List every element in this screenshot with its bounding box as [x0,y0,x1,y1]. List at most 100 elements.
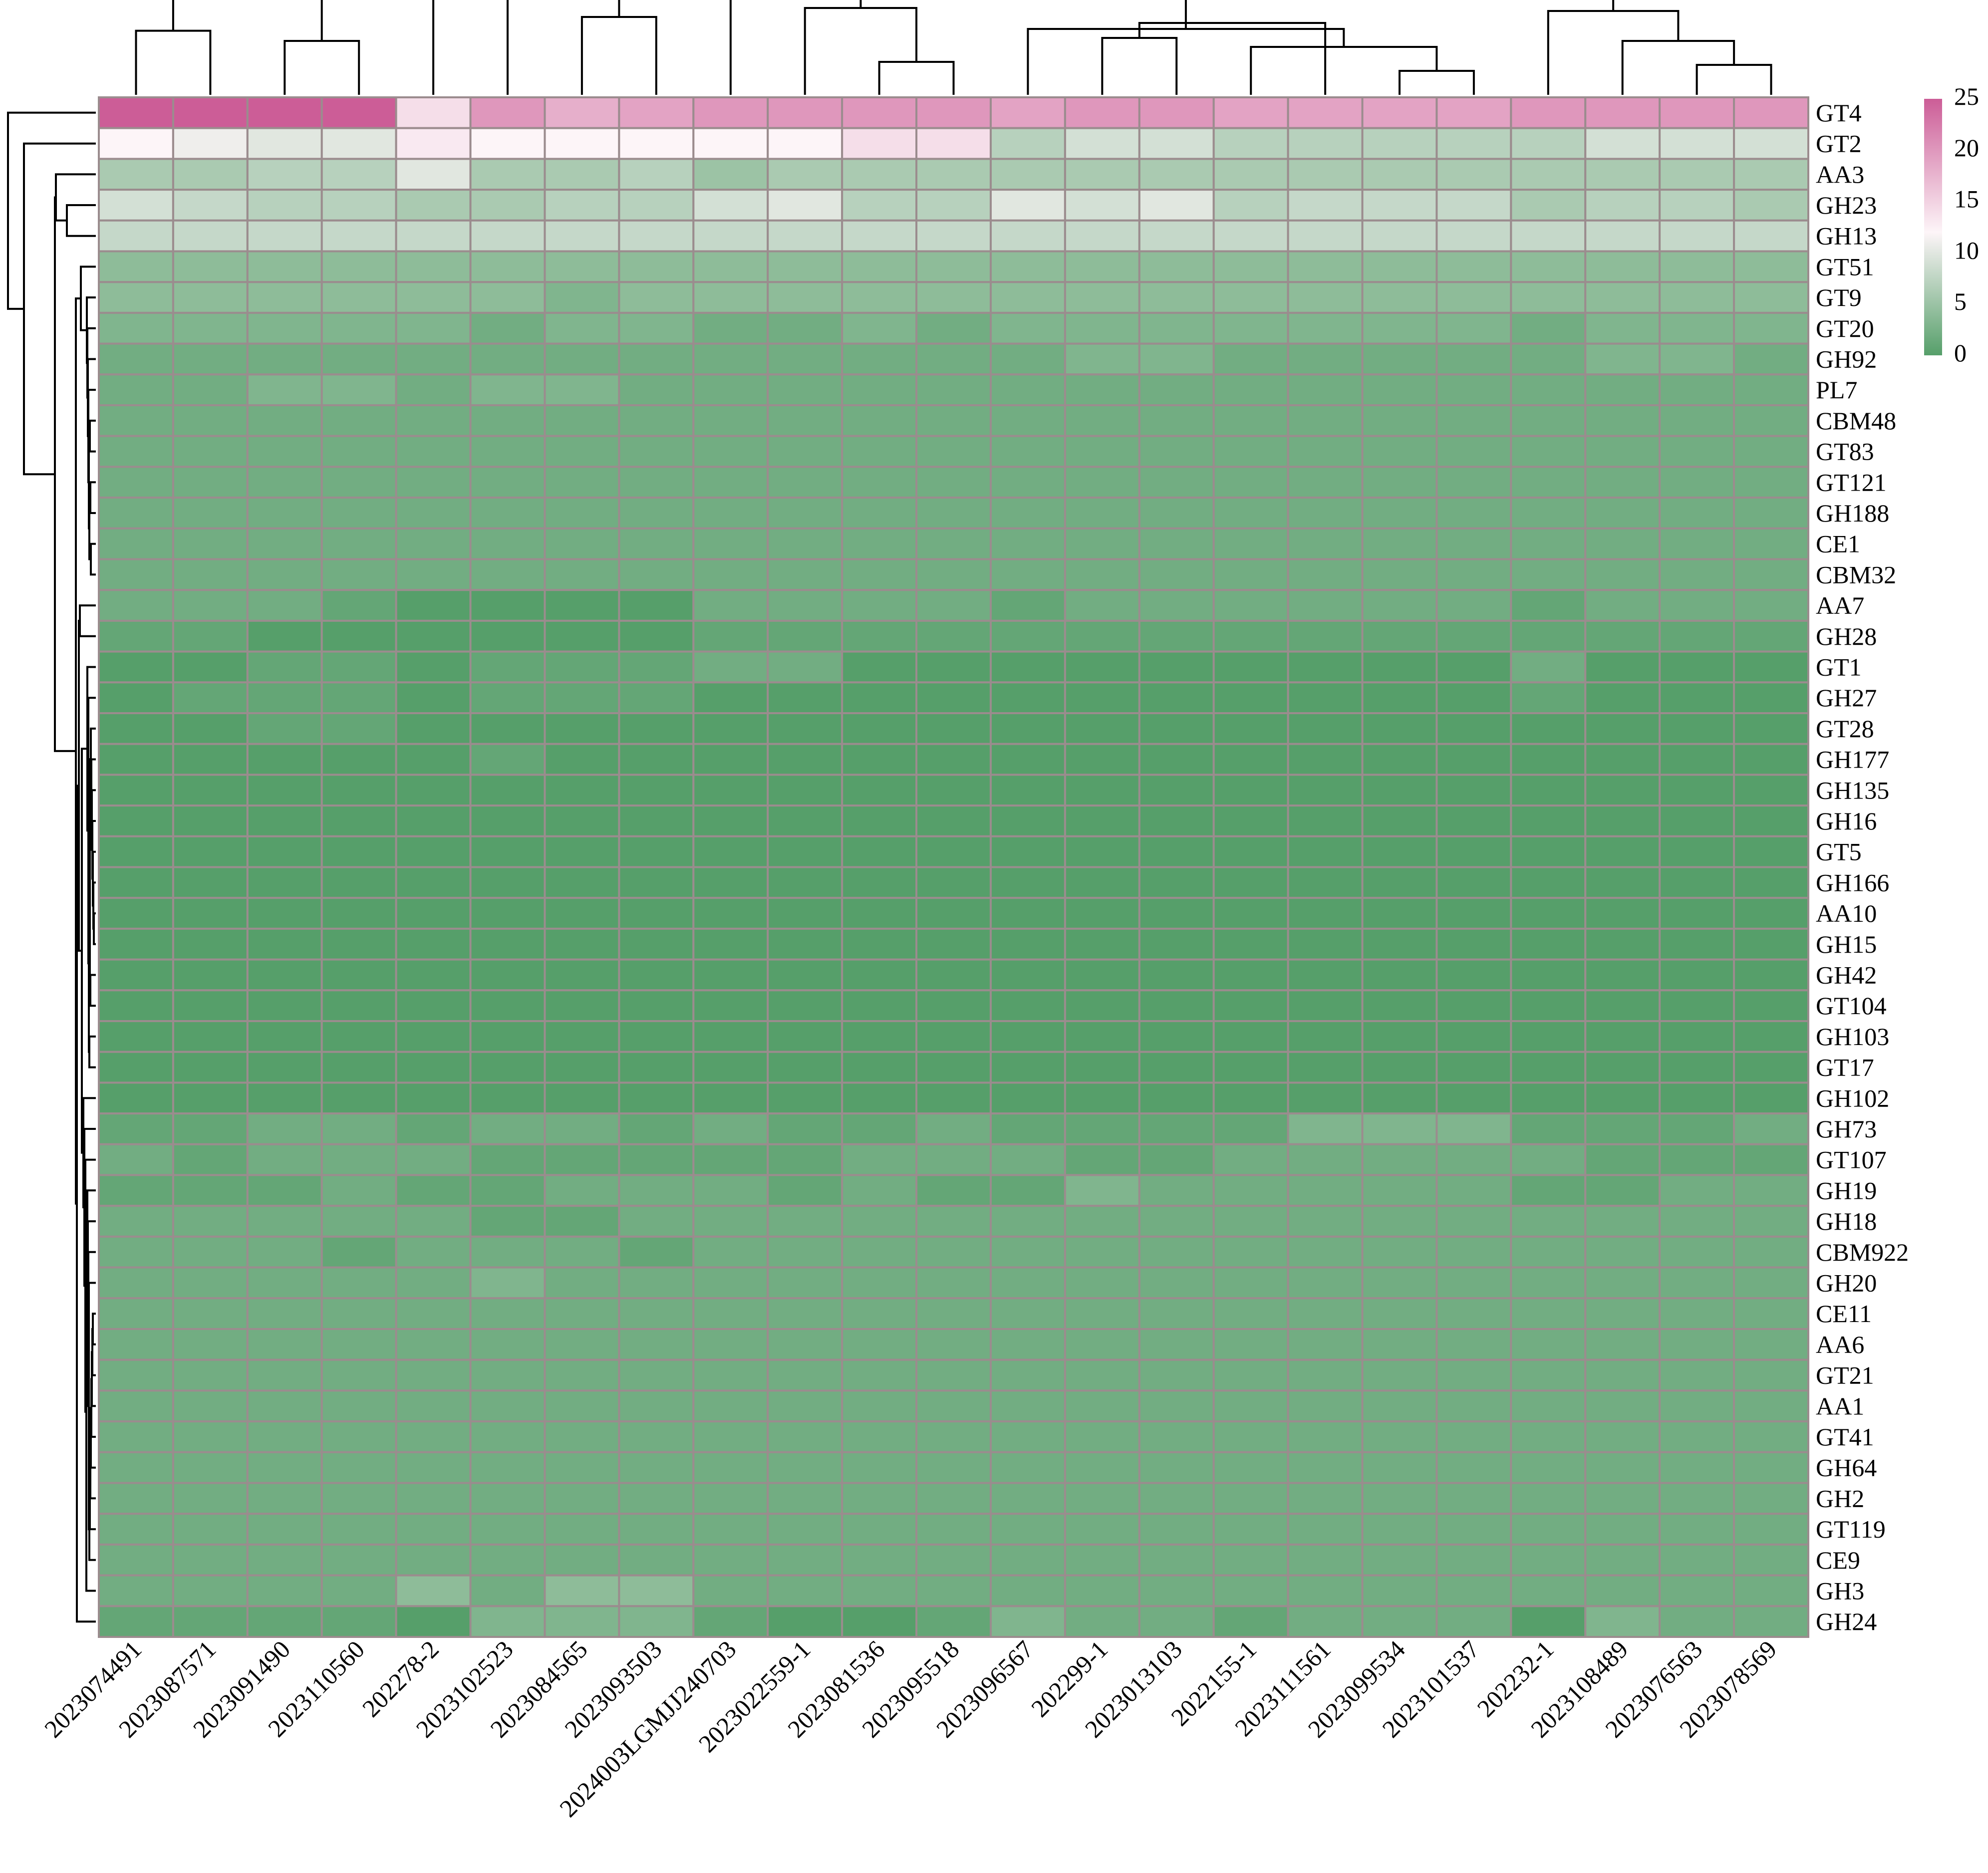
heatmap-cell [246,219,323,253]
heatmap-cell [767,712,844,745]
heatmap-cell [1435,1574,1512,1607]
dendrogram-branch [91,820,96,880]
heatmap-cell [841,1081,918,1115]
dendrogram-branch [66,204,96,237]
heatmap-cell [544,373,620,406]
heatmap-cell [618,158,695,191]
heatmap-cell [1510,1358,1587,1392]
heatmap-cell [320,1328,397,1361]
heatmap-cell [1659,435,1735,468]
heatmap-cell [320,1574,397,1607]
heatmap-cell [98,281,174,314]
heatmap-cell [989,1420,1066,1453]
dendrogram-branch [90,542,96,576]
heatmap-cell [1138,804,1215,837]
heatmap-cell [618,96,695,129]
heatmap-cell [1435,1266,1512,1300]
heatmap-cell [1510,342,1587,376]
heatmap-cell [618,250,695,283]
heatmap-cell [1584,1266,1661,1300]
row-label: GT121 [1816,468,1887,496]
heatmap-cell [915,1081,992,1115]
heatmap-cell [1733,866,1810,899]
heatmap-cell [395,619,472,653]
heatmap-cell [1435,1543,1512,1577]
heatmap-cell [1435,435,1512,468]
heatmap-cell [544,1574,620,1607]
heatmap-cell [98,189,174,222]
heatmap-cell [1287,1574,1364,1607]
heatmap-cell [618,373,695,406]
heatmap-cell [1733,619,1810,653]
heatmap-cell [172,435,249,468]
heatmap-cell [1584,927,1661,961]
row-label: GH188 [1816,499,1889,527]
heatmap-cell [98,96,174,129]
heatmap-cell [1361,466,1438,499]
heatmap-cell [915,404,992,437]
heatmap-cell [915,1451,992,1484]
heatmap-cell [1584,1143,1661,1176]
row-label: GH28 [1816,622,1877,650]
heatmap-cell [1212,804,1289,837]
heatmap-cell [469,158,546,191]
heatmap-cell [767,1513,844,1546]
heatmap-cell [1659,189,1735,222]
heatmap-cell [1584,866,1661,899]
row-label: AA10 [1816,899,1877,927]
heatmap-cell [1361,1543,1438,1577]
heatmap-cell [767,342,844,376]
heatmap-cell [98,712,174,745]
heatmap-cell [1138,1112,1215,1145]
heatmap-cell [544,589,620,622]
heatmap-cell [1584,1513,1661,1546]
heatmap-cell [246,1328,323,1361]
heatmap-cell [915,1143,992,1176]
heatmap-cell [989,650,1066,684]
heatmap-cell [1733,1543,1810,1577]
heatmap-cell [98,219,174,253]
heatmap-cell [841,1297,918,1331]
heatmap-cell [320,619,397,653]
heatmap-cell [1138,958,1215,992]
heatmap-cell [618,311,695,345]
heatmap-cell [841,1020,918,1053]
heatmap-cell [172,1605,249,1638]
heatmap-cell [767,743,844,776]
heatmap-cell [1361,619,1438,653]
heatmap-cell [544,743,620,776]
heatmap-cell [246,1389,323,1423]
heatmap-cell [1584,1451,1661,1484]
heatmap-cell [618,1358,695,1392]
legend-tick-label: 20 [1954,134,1979,162]
heatmap-cell [1212,835,1289,868]
heatmap-cell [98,158,174,191]
heatmap-cell [841,1174,918,1207]
heatmap-cell [915,866,992,899]
heatmap-cell [172,1574,249,1607]
heatmap-cell [618,1574,695,1607]
heatmap-cell [544,435,620,468]
heatmap-cell [246,435,323,468]
dendrogram-branch [1547,10,1680,95]
heatmap-cell [1212,342,1289,376]
heatmap-cell [915,281,992,314]
heatmap-cell [1733,1020,1810,1053]
heatmap-cell [172,342,249,376]
heatmap-cell [469,1297,546,1331]
heatmap-cell [1584,527,1661,560]
heatmap-cell [1064,1297,1140,1331]
heatmap-cell [395,497,472,530]
heatmap-cell [989,958,1066,992]
heatmap-cell [618,1205,695,1238]
heatmap-cell [395,189,472,222]
heatmap-cell [544,619,620,653]
heatmap-cell [767,1420,844,1453]
heatmap-cell [618,1174,695,1207]
heatmap-cell [1287,1328,1364,1361]
heatmap-cell [1064,958,1140,992]
heatmap-cell [1138,466,1215,499]
heatmap-cell [98,835,174,868]
heatmap-cell [172,866,249,899]
heatmap-cell [989,1513,1066,1546]
